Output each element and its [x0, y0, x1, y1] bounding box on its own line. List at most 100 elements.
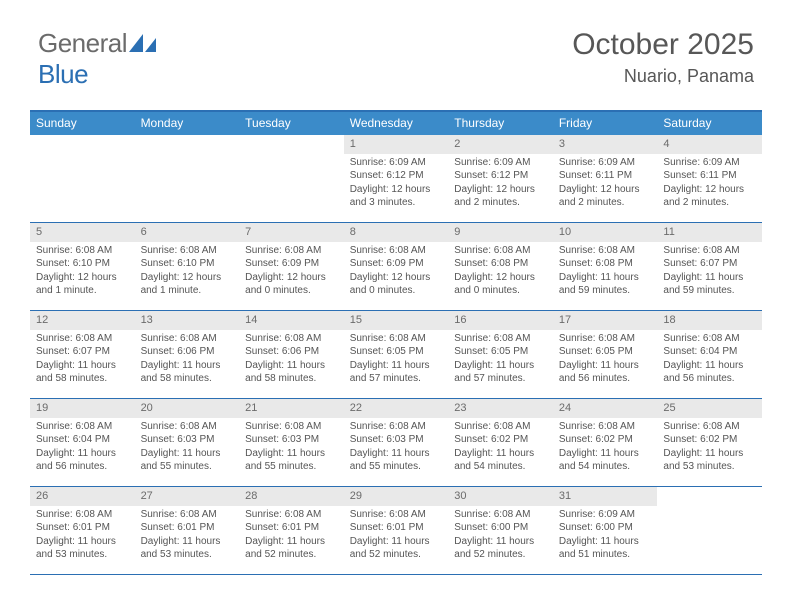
sunset-line: Sunset: 6:05 PM [350, 345, 443, 359]
day-header: Friday [553, 112, 658, 135]
logo-text: GeneralBlue [38, 28, 157, 90]
day-cell: 26 Sunrise: 6:08 AMSunset: 6:01 PMDayligh… [30, 487, 135, 574]
day-number: 28 [239, 487, 344, 506]
day-number: 9 [448, 223, 553, 242]
day-body: Sunrise: 6:08 AMSunset: 6:03 PMDaylight:… [239, 420, 344, 478]
daylight-line: Daylight: 11 hours and 56 minutes. [559, 359, 652, 386]
daylight-line: Daylight: 11 hours and 58 minutes. [245, 359, 338, 386]
daylight-line: Daylight: 12 hours and 0 minutes. [245, 271, 338, 298]
sunrise-line: Sunrise: 6:08 AM [141, 420, 234, 434]
day-cell: 25 Sunrise: 6:08 AMSunset: 6:02 PMDayligh… [657, 399, 762, 486]
sunrise-line: Sunrise: 6:08 AM [663, 332, 756, 346]
logo-text-blue: Blue [38, 59, 88, 89]
day-number: 27 [135, 487, 240, 506]
day-cell: 4Sunrise: 6:09 AMSunset: 6:11 PMDaylight… [657, 135, 762, 222]
week-row: 26Sunrise: 6:08 AMSunset: 6:01 PMDayligh… [30, 487, 762, 575]
day-body: Sunrise: 6:08 AMSunset: 6:01 PMDaylight:… [239, 508, 344, 566]
day-body: Sunrise: 6:08 AMSunset: 6:03 PMDaylight:… [344, 420, 449, 478]
day-body: Sunrise: 6:08 AMSunset: 6:00 PMDaylight:… [448, 508, 553, 566]
sunset-line: Sunset: 6:02 PM [454, 433, 547, 447]
day-body: Sunrise: 6:08 AMSunset: 6:07 PMDaylight:… [30, 332, 135, 390]
daylight-line: Daylight: 12 hours and 0 minutes. [350, 271, 443, 298]
sunset-line: Sunset: 6:02 PM [559, 433, 652, 447]
day-number: 10 [553, 223, 658, 242]
sunset-line: Sunset: 6:08 PM [559, 257, 652, 271]
day-body: Sunrise: 6:08 AMSunset: 6:05 PMDaylight:… [448, 332, 553, 390]
day-body: Sunrise: 6:08 AMSunset: 6:01 PMDaylight:… [30, 508, 135, 566]
day-cell: 16Sunrise: 6:08 AMSunset: 6:05 PMDayligh… [448, 311, 553, 398]
daylight-line: Daylight: 12 hours and 3 minutes. [350, 183, 443, 210]
day-number: 30 [448, 487, 553, 506]
day-body: Sunrise: 6:08 AMSunset: 6:03 PMDaylight:… [135, 420, 240, 478]
day-cell: 18Sunrise: 6:08 AMSunset: 6:04 PMDayligh… [657, 311, 762, 398]
day-cell: 28 Sunrise: 6:08 AMSunset: 6:01 PMDayligh… [239, 487, 344, 574]
sunrise-line: Sunrise: 6:08 AM [454, 244, 547, 258]
location: Nuario, Panama [572, 66, 754, 87]
sunset-line: Sunset: 6:06 PM [141, 345, 234, 359]
day-number: 3 [553, 135, 658, 154]
day-cell: 20Sunrise: 6:08 AMSunset: 6:03 PMDayligh… [135, 399, 240, 486]
week-row: ...1Sunrise: 6:09 AMSunset: 6:12 PMDayli… [30, 135, 762, 223]
sunrise-line: Sunrise: 6:08 AM [36, 244, 129, 258]
sunset-line: Sunset: 6:00 PM [454, 521, 547, 535]
day-cell: 14Sunrise: 6:08 AMSunset: 6:06 PMDayligh… [239, 311, 344, 398]
day-body: Sunrise: 6:08 AMSunset: 6:07 PMDaylight:… [657, 244, 762, 302]
daylight-line: Daylight: 11 hours and 52 minutes. [454, 535, 547, 562]
day-cell: 3Sunrise: 6:09 AMSunset: 6:11 PMDaylight… [553, 135, 658, 222]
sunset-line: Sunset: 6:09 PM [350, 257, 443, 271]
day-header-row: Sunday Monday Tuesday Wednesday Thursday… [30, 112, 762, 135]
sunset-line: Sunset: 6:00 PM [559, 521, 652, 535]
sunrise-line: Sunrise: 6:08 AM [36, 332, 129, 346]
daylight-line: Daylight: 12 hours and 1 minute. [36, 271, 129, 298]
daylight-line: Daylight: 11 hours and 54 minutes. [559, 447, 652, 474]
sunset-line: Sunset: 6:01 PM [141, 521, 234, 535]
day-number: 26 [30, 487, 135, 506]
day-number: 14 [239, 311, 344, 330]
day-number: 15 [344, 311, 449, 330]
daylight-line: Daylight: 11 hours and 57 minutes. [454, 359, 547, 386]
day-cell: 19Sunrise: 6:08 AMSunset: 6:04 PMDayligh… [30, 399, 135, 486]
day-header: Wednesday [344, 112, 449, 135]
sunset-line: Sunset: 6:11 PM [663, 169, 756, 183]
sunrise-line: Sunrise: 6:08 AM [663, 420, 756, 434]
day-cell: 9Sunrise: 6:08 AMSunset: 6:08 PMDaylight… [448, 223, 553, 310]
daylight-line: Daylight: 11 hours and 55 minutes. [141, 447, 234, 474]
sunrise-line: Sunrise: 6:08 AM [454, 420, 547, 434]
day-body: Sunrise: 6:08 AMSunset: 6:01 PMDaylight:… [135, 508, 240, 566]
week-row: 5Sunrise: 6:08 AMSunset: 6:10 PMDaylight… [30, 223, 762, 311]
sunset-line: Sunset: 6:11 PM [559, 169, 652, 183]
day-cell: 2Sunrise: 6:09 AMSunset: 6:12 PMDaylight… [448, 135, 553, 222]
sunset-line: Sunset: 6:04 PM [663, 345, 756, 359]
daylight-line: Daylight: 11 hours and 59 minutes. [663, 271, 756, 298]
day-number: 29 [344, 487, 449, 506]
day-number: 11 [657, 223, 762, 242]
sunset-line: Sunset: 6:07 PM [663, 257, 756, 271]
day-body: Sunrise: 6:09 AMSunset: 6:12 PMDaylight:… [344, 156, 449, 214]
day-body: Sunrise: 6:08 AMSunset: 6:02 PMDaylight:… [657, 420, 762, 478]
week-row: 12Sunrise: 6:08 AMSunset: 6:07 PMDayligh… [30, 311, 762, 399]
day-cell: 27 Sunrise: 6:08 AMSunset: 6:01 PMDayligh… [135, 487, 240, 574]
sunrise-line: Sunrise: 6:09 AM [454, 156, 547, 170]
sunset-line: Sunset: 6:06 PM [245, 345, 338, 359]
sunset-line: Sunset: 6:09 PM [245, 257, 338, 271]
sunset-line: Sunset: 6:01 PM [350, 521, 443, 535]
day-body: Sunrise: 6:08 AMSunset: 6:09 PMDaylight:… [344, 244, 449, 302]
daylight-line: Daylight: 11 hours and 56 minutes. [663, 359, 756, 386]
day-body: Sunrise: 6:08 AMSunset: 6:09 PMDaylight:… [239, 244, 344, 302]
daylight-line: Daylight: 11 hours and 58 minutes. [36, 359, 129, 386]
day-body: Sunrise: 6:08 AMSunset: 6:05 PMDaylight:… [553, 332, 658, 390]
sunrise-line: Sunrise: 6:08 AM [245, 420, 338, 434]
sunrise-line: Sunrise: 6:08 AM [350, 244, 443, 258]
daylight-line: Daylight: 12 hours and 1 minute. [141, 271, 234, 298]
day-cell: 31Sunrise: 6:09 AMSunset: 6:00 PMDayligh… [553, 487, 658, 574]
sunset-line: Sunset: 6:01 PM [36, 521, 129, 535]
header: GeneralBlue October 2025 Nuario, Panama [0, 0, 792, 102]
day-number: 25 [657, 399, 762, 418]
day-cell: 13Sunrise: 6:08 AMSunset: 6:06 PMDayligh… [135, 311, 240, 398]
day-number: 19 [30, 399, 135, 418]
day-number: 7 [239, 223, 344, 242]
sunrise-line: Sunrise: 6:08 AM [350, 508, 443, 522]
day-header: Thursday [448, 112, 553, 135]
day-cell: 30 Sunrise: 6:08 AMSunset: 6:00 PMDayligh… [448, 487, 553, 574]
daylight-line: Daylight: 12 hours and 2 minutes. [559, 183, 652, 210]
